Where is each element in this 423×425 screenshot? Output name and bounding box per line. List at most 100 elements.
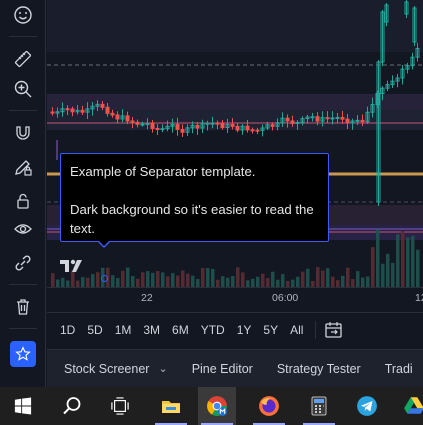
volume-bar: [186, 273, 190, 287]
candle: [295, 121, 300, 124]
range-all-button[interactable]: All: [290, 322, 304, 337]
range-1m-button[interactable]: 1M: [114, 322, 132, 337]
time-axis-label: 22: [141, 292, 153, 304]
candle: [175, 123, 180, 130]
trash-icon[interactable]: [8, 292, 38, 322]
volume-bar: [71, 270, 75, 287]
volume-bar: [386, 253, 390, 287]
volume-bar: [416, 249, 420, 287]
candle: [260, 127, 265, 131]
volume-bar: [226, 277, 230, 287]
drawing-toolbar: [0, 0, 46, 387]
task-view-icon[interactable]: [101, 387, 139, 425]
candle: [170, 123, 175, 127]
volume-bar: [61, 277, 65, 287]
volume-bar: [171, 273, 175, 287]
toolbar-divider: [9, 36, 37, 37]
volume-bar: [236, 267, 240, 287]
candle: [300, 118, 305, 123]
volume-bar: [201, 268, 205, 287]
chevron-down-icon[interactable]: ⌄: [158, 363, 168, 375]
tooltip-title: Example of Separator template.: [70, 164, 256, 179]
marker-icon[interactable]: [101, 275, 108, 282]
volume-bar: [291, 279, 295, 287]
candle: [115, 114, 120, 120]
go-to-date-icon[interactable]: [324, 320, 344, 340]
pencil-lock-icon[interactable]: [8, 152, 38, 182]
magnet-icon[interactable]: [8, 118, 38, 148]
tooltip-body: Dark background so it's easier to read t…: [70, 202, 314, 236]
volume-bar: [131, 276, 135, 287]
volume-bar: [161, 272, 165, 287]
range-5y-button[interactable]: 5Y: [263, 322, 279, 337]
candle: [200, 122, 205, 129]
file-explorer-icon[interactable]: [152, 387, 190, 425]
zoom-in-icon[interactable]: [8, 74, 38, 104]
volume-bar: [321, 270, 325, 287]
candle: [400, 68, 405, 79]
google-drive-icon[interactable]: [395, 387, 423, 425]
candle: [75, 109, 80, 113]
telegram-icon[interactable]: [348, 387, 386, 425]
candle: [190, 124, 195, 129]
tradingview-logo: [60, 258, 90, 274]
range-1y-button[interactable]: 1Y: [236, 322, 252, 337]
eye-icon[interactable]: [8, 214, 38, 244]
firefox-icon[interactable]: [250, 387, 288, 425]
volume-bar: [196, 279, 200, 287]
search-icon[interactable]: [53, 387, 91, 425]
range-5d-button[interactable]: 5D: [87, 322, 103, 337]
tab-pine-editor[interactable]: Pine Editor: [191, 361, 253, 376]
range-6m-button[interactable]: 6M: [172, 322, 189, 337]
candle: [415, 47, 420, 58]
calculator-icon[interactable]: [300, 387, 338, 425]
volume-bar: [181, 270, 185, 287]
volume-bar: [311, 280, 315, 287]
time-axis[interactable]: 22 06:00 12: [47, 287, 423, 307]
volume-bar: [286, 280, 290, 287]
tab-strategy-tester[interactable]: Strategy Tester: [276, 361, 361, 376]
candle: [270, 124, 275, 127]
candle: [240, 125, 245, 131]
volume-bar: [151, 272, 155, 287]
candle: [395, 77, 400, 82]
tab-stock-screener[interactable]: Stock Screener ⌄: [64, 362, 168, 376]
candle: [135, 121, 140, 125]
session-band: [47, 94, 423, 110]
candle: [185, 127, 190, 133]
ruler-icon[interactable]: [8, 44, 38, 74]
volume-bar: [231, 276, 235, 287]
candle: [376, 61, 381, 203]
candle: [404, 1, 409, 15]
volume-bar: [96, 272, 100, 287]
volume-bar: [146, 271, 150, 287]
lock-icon[interactable]: [8, 186, 38, 216]
windows-start-icon[interactable]: [4, 387, 42, 425]
candle: [325, 117, 330, 120]
range-3m-button[interactable]: 3M: [143, 322, 161, 337]
range-1d-button[interactable]: 1D: [60, 322, 76, 337]
star-icon[interactable]: [10, 341, 36, 367]
chrome-icon[interactable]: [198, 387, 236, 425]
emoji-icon[interactable]: [8, 0, 38, 30]
time-axis-label: 12: [415, 292, 423, 304]
volume-bar: [391, 262, 395, 287]
candle: [140, 123, 145, 126]
tab-trading-panel[interactable]: Tradi: [384, 361, 413, 376]
candle: [110, 112, 115, 116]
range-divider: [315, 320, 317, 339]
volume-bar: [271, 271, 275, 287]
candle: [70, 108, 75, 113]
volume-bar: [116, 278, 120, 287]
range-ytd-button[interactable]: YTD: [200, 322, 225, 337]
session-band: [47, 0, 423, 52]
toolbar-divider: [9, 328, 37, 329]
link-icon[interactable]: [8, 248, 38, 278]
volume-bar: [406, 237, 410, 287]
volume-bar: [371, 247, 375, 287]
volume-bar: [166, 276, 170, 287]
candle: [50, 111, 55, 114]
candle: [355, 119, 360, 122]
candle: [405, 65, 410, 70]
candle: [150, 123, 155, 129]
